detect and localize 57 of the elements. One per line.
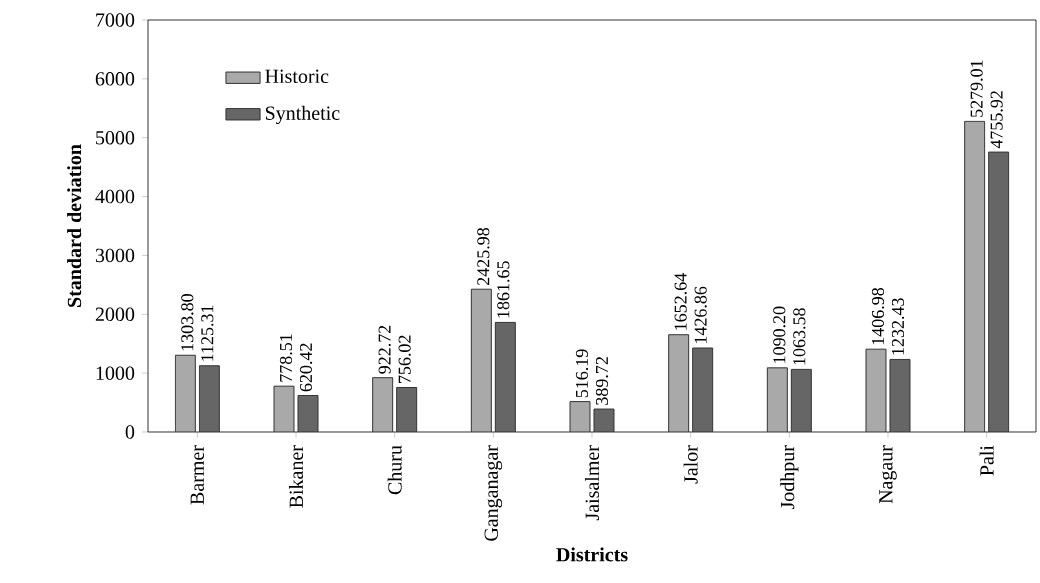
bar: [964, 120, 986, 432]
data-label: 1406.98: [871, 287, 885, 345]
y-tick-label: 7000: [96, 13, 135, 27]
data-label: 1090.20: [773, 306, 786, 363]
y-tick-label: 5000: [96, 130, 135, 145]
x-tick-label: Jaisalmer: [584, 445, 600, 521]
y-tick-label: 0: [125, 425, 135, 439]
x-tick-label: Pali: [979, 445, 994, 476]
y-tick-label: 4000: [95, 189, 135, 204]
bar: [692, 347, 714, 432]
data-label: 620.42: [299, 343, 313, 392]
bar: [273, 385, 295, 432]
data-label: 516.19: [575, 349, 589, 398]
data-label: 922.72: [378, 325, 391, 374]
data-label: 778.51: [279, 334, 293, 382]
y-tick-label: 3000: [95, 248, 135, 263]
data-label: 1652.64: [674, 273, 687, 330]
bar: [865, 348, 887, 432]
x-tick-label: Bikaner: [288, 445, 304, 508]
bar: [297, 394, 319, 432]
data-label: 1232.43: [891, 298, 905, 355]
bar: [396, 386, 418, 432]
data-label: 1426.86: [694, 286, 707, 344]
bar: [988, 151, 1010, 432]
data-label: 2425.98: [477, 227, 490, 286]
x-tick-label: Jodhpur: [780, 445, 799, 510]
bar: [790, 368, 812, 432]
y-axis-title: Standard deviation: [67, 144, 82, 307]
x-tick-label: Barmer: [190, 445, 204, 505]
y-tick-label: 2000: [95, 307, 135, 322]
legend-label: Historic: [265, 69, 329, 84]
x-tick-label: Ganganagar: [484, 445, 503, 541]
bar: [569, 401, 591, 432]
data-label: 1861.65: [497, 261, 510, 318]
bar: [174, 354, 196, 432]
data-label: 1125.31: [201, 305, 214, 361]
bar: [494, 321, 516, 432]
x-tick-label: Jalor: [683, 445, 698, 484]
data-label: 756.02: [398, 335, 411, 383]
x-tick-label: Churu: [387, 445, 402, 495]
bar: [198, 365, 220, 432]
data-label: 4755.92: [990, 91, 1003, 149]
bar: [668, 334, 690, 432]
bar: [889, 358, 911, 432]
bar: [766, 367, 788, 432]
y-tick-label: 1000: [96, 366, 135, 380]
data-label: 5279.01: [970, 60, 983, 117]
data-label: 389.72: [595, 357, 609, 405]
x-axis-title: Districts: [556, 547, 628, 562]
y-tick-label: 6000: [95, 72, 135, 86]
data-label: 1063.58: [793, 308, 806, 365]
legend-label: Synthetic: [265, 105, 340, 125]
bar: [372, 377, 394, 432]
data-label: 1303.80: [181, 294, 194, 351]
x-tick-label: Nagaur: [879, 445, 897, 504]
bar: [470, 288, 492, 432]
bar: [593, 408, 615, 432]
